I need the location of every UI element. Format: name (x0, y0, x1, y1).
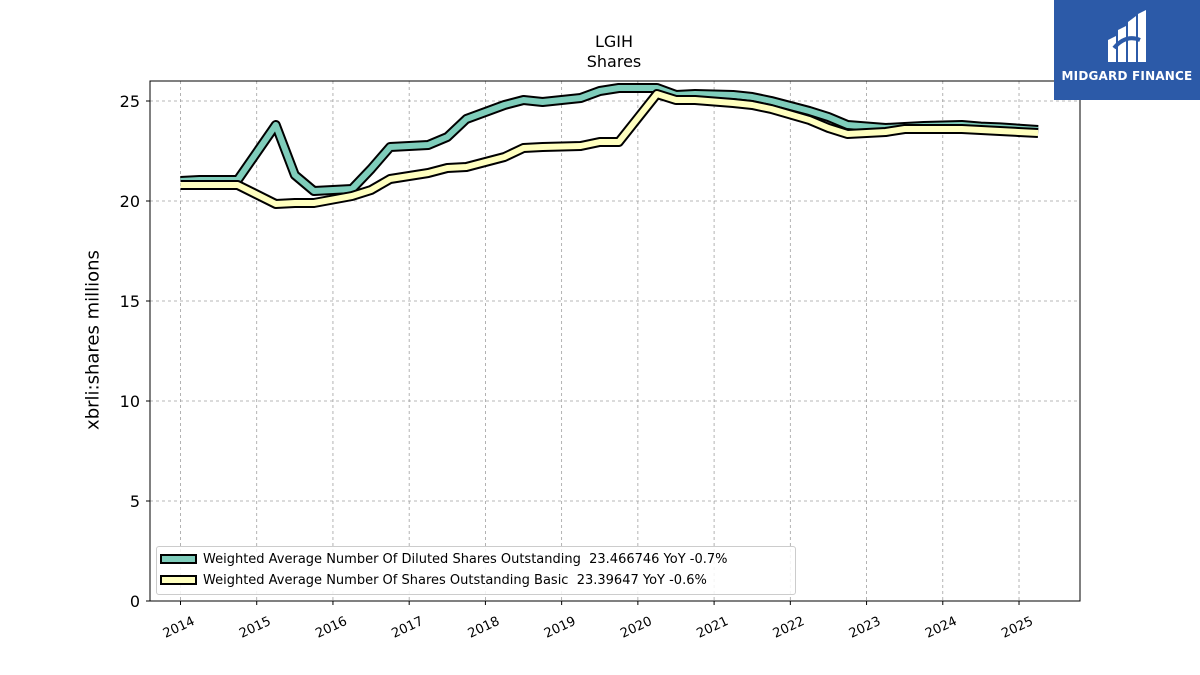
legend-swatch-basic (160, 575, 197, 585)
y-tick-label: 25 (120, 92, 140, 111)
y-tick-label: 5 (130, 492, 140, 511)
legend-entry-diluted: Weighted Average Number Of Diluted Share… (157, 549, 728, 569)
x-tick-label: 2015 (237, 614, 273, 642)
legend: Weighted Average Number Of Diluted Share… (156, 546, 796, 595)
x-tick-label: 2018 (466, 614, 502, 642)
x-tick-label: 2019 (542, 614, 578, 642)
x-tick-label: 2016 (313, 614, 349, 642)
y-axis-label: xbrli:shares millions (82, 250, 104, 430)
series-1 (180, 89, 1039, 209)
y-tick-label: 20 (120, 192, 140, 211)
plot-area (150, 81, 1080, 601)
y-axis: 0 5 10 15 20 25 (120, 92, 150, 611)
grid (150, 81, 1080, 602)
x-tick-label: 2024 (923, 614, 959, 642)
logo-mark-icon (1108, 10, 1146, 62)
y-tick-label: 10 (120, 392, 140, 411)
series-layer (180, 83, 1039, 209)
x-tick-label: 2020 (618, 614, 654, 642)
brand-logo: MIDGARD FINANCE (1054, 0, 1200, 100)
x-tick-label: 2023 (847, 614, 883, 642)
chart-subtitle: Shares (586, 52, 642, 71)
legend-label-diluted: Weighted Average Number Of Diluted Share… (203, 551, 728, 567)
series-line (180, 91, 1039, 207)
x-tick-label: 2021 (694, 614, 730, 642)
x-axis: 2014 2015 2016 2017 2018 2019 2020 2021 2022 2023… (161, 601, 1036, 642)
plot-frame (149, 80, 1081, 602)
y-tick-label: 15 (120, 292, 140, 311)
logo-text: MIDGARD FINANCE (1061, 69, 1193, 83)
x-tick-label: 2014 (161, 614, 197, 642)
chart-title: LGIH (594, 32, 634, 51)
x-tick-label: 2025 (999, 614, 1035, 642)
x-tick-label: 2022 (771, 614, 807, 642)
legend-swatch-diluted (160, 554, 197, 564)
legend-entry-basic: Weighted Average Number Of Shares Outsta… (157, 570, 707, 590)
legend-label-basic: Weighted Average Number Of Shares Outsta… (203, 572, 707, 588)
y-tick-label: 0 (130, 592, 140, 611)
x-tick-label: 2017 (390, 614, 426, 642)
